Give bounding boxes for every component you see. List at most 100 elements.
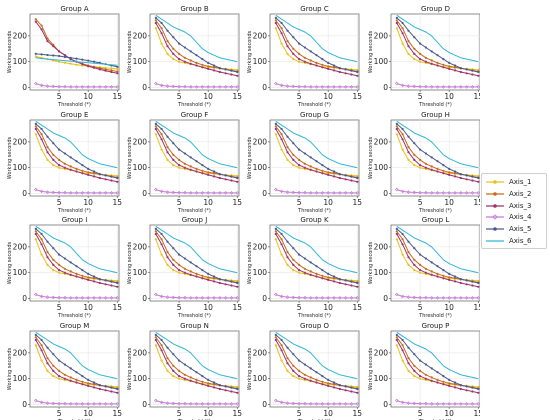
data-point [477, 281, 480, 285]
data-point [218, 281, 221, 285]
data-point [103, 85, 108, 89]
data-point [286, 369, 289, 372]
data-point [46, 263, 49, 266]
x-tick-label: 5 [57, 303, 62, 312]
data-point [407, 52, 410, 56]
data-point [327, 382, 330, 385]
data-point [63, 401, 67, 406]
data-point [458, 85, 463, 89]
data-point [280, 338, 283, 342]
data-point [286, 135, 289, 138]
data-point [274, 344, 277, 347]
data-point [286, 151, 289, 154]
data-point [448, 378, 451, 381]
data-point [286, 45, 289, 48]
y-tick-label: 100 [374, 57, 389, 66]
data-point [309, 261, 312, 264]
data-point [178, 359, 181, 362]
y-axis-label: Working seconds [7, 30, 13, 73]
data-point [424, 363, 427, 366]
data-point [195, 54, 198, 57]
data-point [166, 146, 169, 149]
data-point [207, 382, 210, 385]
data-point [46, 151, 49, 154]
panel-group-o: Group O510150100200Threshold (*)Working … [247, 322, 362, 420]
data-point [424, 271, 427, 274]
data-point [303, 363, 306, 366]
data-point [448, 167, 451, 170]
data-point [280, 27, 283, 30]
data-point [109, 296, 114, 300]
x-tick-label: 15 [112, 198, 122, 207]
data-point [116, 281, 119, 285]
data-point [69, 379, 72, 382]
x-tick-label: 10 [203, 92, 213, 101]
data-point [207, 378, 210, 381]
data-point [441, 85, 446, 89]
data-point [75, 272, 78, 275]
data-point [92, 85, 96, 89]
data-point [448, 67, 451, 70]
data-point [224, 68, 227, 71]
x-tick-label: 5 [418, 409, 423, 418]
y-tick-label: 200 [13, 242, 28, 251]
y-tick-label: 100 [13, 268, 28, 277]
data-point [424, 190, 428, 195]
data-point [201, 66, 204, 69]
data-point [63, 295, 67, 300]
data-point [172, 52, 175, 56]
data-point [166, 240, 169, 243]
x-tick-label: 5 [177, 92, 182, 101]
panel-title: Group L [422, 216, 450, 224]
legend-entry-axis_1: Axis_1 [482, 176, 546, 188]
data-point [52, 369, 55, 372]
data-point [194, 402, 199, 406]
data-point [201, 274, 204, 277]
data-point [236, 285, 239, 288]
data-point [413, 47, 416, 50]
data-point [52, 158, 55, 161]
data-point [81, 277, 84, 280]
panel-group-i: Group I 5 10 15 0 100 200 Threshold (*) Working … [7, 216, 122, 319]
data-point [165, 84, 170, 88]
data-point [279, 83, 284, 88]
data-point [477, 176, 480, 180]
data-point [430, 379, 433, 382]
data-point [274, 127, 277, 131]
data-point [338, 278, 341, 281]
data-point [206, 402, 210, 406]
data-point [160, 238, 163, 241]
data-point [189, 379, 192, 382]
data-point [46, 369, 49, 372]
data-point [448, 173, 451, 176]
data-point [315, 160, 318, 163]
data-point [401, 42, 404, 45]
data-point [212, 170, 216, 173]
data-point [116, 176, 119, 180]
data-point [109, 85, 114, 89]
data-point [195, 378, 198, 381]
data-point [172, 369, 175, 372]
data-point [183, 84, 187, 89]
data-point [153, 292, 158, 297]
data-point [308, 296, 313, 300]
y-tick-label: 0 [383, 400, 388, 409]
data-point [395, 16, 398, 19]
data-point [430, 62, 433, 65]
x-tick-label: 10 [444, 303, 454, 312]
data-point [236, 279, 239, 282]
data-point [303, 84, 307, 89]
x-tick-label: 10 [203, 198, 213, 207]
data-point [303, 257, 306, 260]
data-point [332, 170, 336, 173]
data-point [81, 274, 84, 277]
data-point [394, 292, 399, 297]
data-point [320, 402, 325, 406]
data-point [74, 191, 79, 195]
data-point [189, 50, 192, 53]
data-point [337, 85, 342, 89]
data-point [87, 276, 90, 279]
x-tick-label: 15 [112, 409, 122, 418]
data-point [413, 369, 416, 372]
